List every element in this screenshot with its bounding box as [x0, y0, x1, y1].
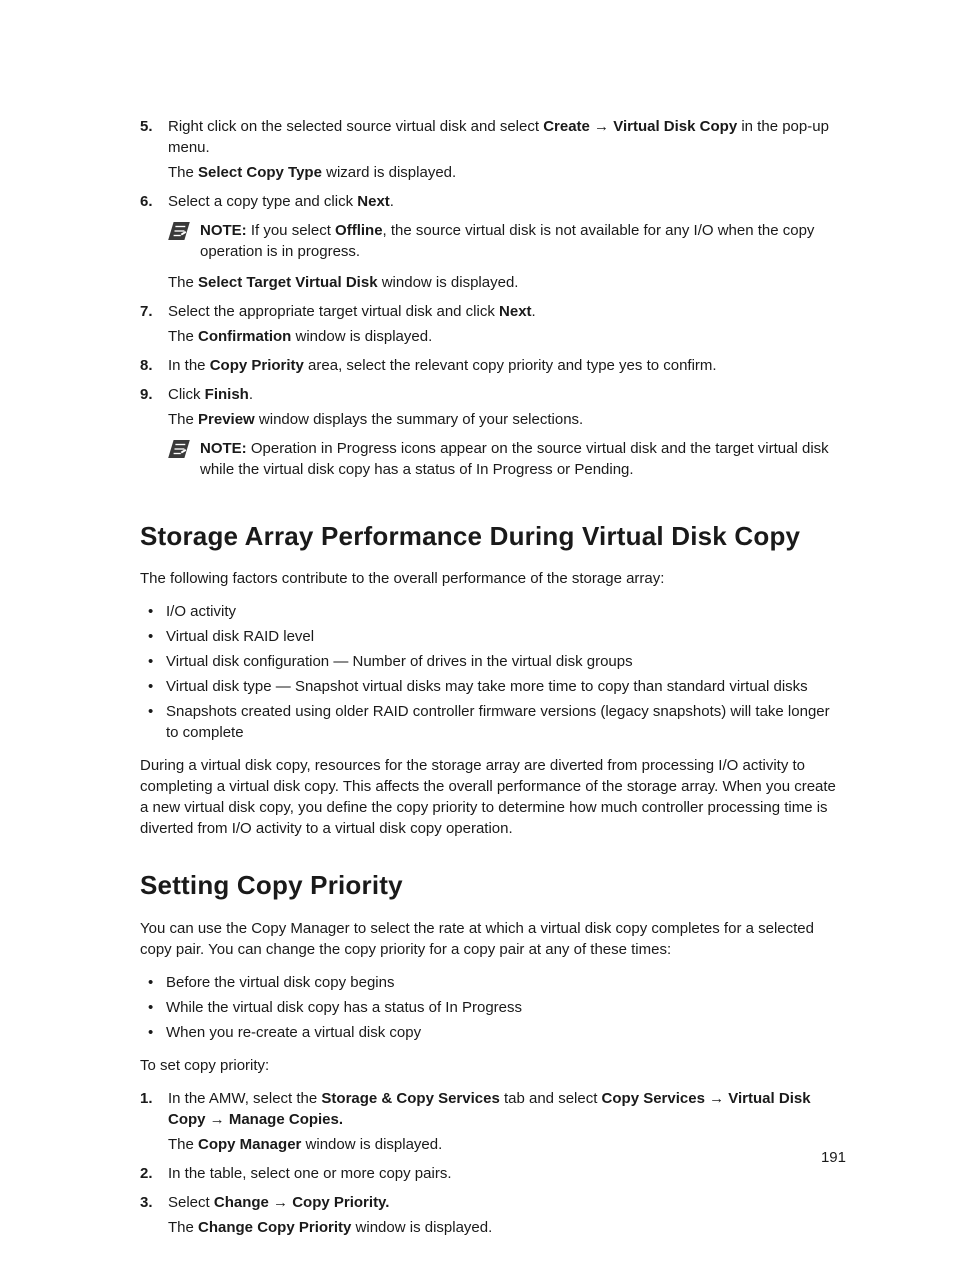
step-body: Right click on the selected source virtu…: [168, 116, 846, 187]
step-body: Select Change → Copy Priority. The Change…: [168, 1192, 846, 1242]
bullet-item: Snapshots created using older RAID contr…: [140, 701, 846, 743]
list-step: 5.Right click on the selected source vir…: [140, 116, 846, 187]
step-number: 5.: [140, 116, 168, 187]
document-page: 5.Right click on the selected source vir…: [0, 0, 954, 1268]
list-step: 9.Click Finish. The Preview window displa…: [140, 384, 846, 490]
bullet-item: While the virtual disk copy has a status…: [140, 997, 846, 1018]
step-body: In the Copy Priority area, select the re…: [168, 355, 846, 380]
step-line: The Select Copy Type wizard is displayed…: [168, 162, 846, 183]
step-number: 8.: [140, 355, 168, 380]
body-paragraph-1: During a virtual disk copy, resources fo…: [140, 755, 846, 839]
step-line: Select Change → Copy Priority.: [168, 1192, 846, 1213]
body-paragraph-2: To set copy priority:: [140, 1055, 846, 1076]
list-step: 3.Select Change → Copy Priority. The Chan…: [140, 1192, 846, 1242]
list-step: 2.In the table, select one or more copy …: [140, 1163, 846, 1188]
heading-storage-array-performance: Storage Array Performance During Virtual…: [140, 518, 846, 554]
ordered-steps-b: 1.In the AMW, select the Storage & Copy …: [140, 1088, 846, 1242]
step-line: The Change Copy Priority window is displ…: [168, 1217, 846, 1238]
step-line: Right click on the selected source virtu…: [168, 116, 846, 158]
bullet-item: Virtual disk RAID level: [140, 626, 846, 647]
step-number: 2.: [140, 1163, 168, 1188]
note-icon: [168, 440, 190, 458]
note-block: NOTE: If you select Offline, the source …: [168, 220, 846, 264]
ordered-steps-a: 5.Right click on the selected source vir…: [140, 116, 846, 490]
step-number: 6.: [140, 191, 168, 297]
intro-paragraph-1: The following factors contribute to the …: [140, 568, 846, 589]
step-line: The Confirmation window is displayed.: [168, 326, 846, 347]
intro-paragraph-2: You can use the Copy Manager to select t…: [140, 918, 846, 960]
bullet-item: Virtual disk type — Snapshot virtual dis…: [140, 676, 846, 697]
step-body: Select a copy type and click Next. NOTE: …: [168, 191, 846, 297]
bullet-item: I/O activity: [140, 601, 846, 622]
bullet-item: Before the virtual disk copy begins: [140, 972, 846, 993]
list-step: 1.In the AMW, select the Storage & Copy …: [140, 1088, 846, 1159]
step-body: Click Finish. The Preview window displays…: [168, 384, 846, 490]
step-body: In the table, select one or more copy pa…: [168, 1163, 846, 1188]
list-step: 8.In the Copy Priority area, select the …: [140, 355, 846, 380]
step-line: The Preview window displays the summary …: [168, 409, 846, 430]
note-text: NOTE: Operation in Progress icons appear…: [200, 438, 846, 482]
step-number: 7.: [140, 301, 168, 351]
step-number: 1.: [140, 1088, 168, 1159]
step-line: The Copy Manager window is displayed.: [168, 1134, 846, 1155]
step-number: 3.: [140, 1192, 168, 1242]
bullet-list-1: I/O activity Virtual disk RAID level Virtu…: [140, 601, 846, 743]
step-line: Select the appropriate target virtual di…: [168, 301, 846, 322]
note-text: NOTE: If you select Offline, the source …: [200, 220, 846, 264]
page-number: 191: [821, 1147, 846, 1168]
step-body: Select the appropriate target virtual di…: [168, 301, 846, 351]
step-line: Click Finish.: [168, 384, 846, 405]
step-line: In the AMW, select the Storage & Copy Se…: [168, 1088, 846, 1130]
step-line: The Select Target Virtual Disk window is…: [168, 272, 846, 293]
bullet-list-2: Before the virtual disk copy begins While…: [140, 972, 846, 1043]
list-step: 6.Select a copy type and click Next. NOTE…: [140, 191, 846, 297]
note-block: NOTE: Operation in Progress icons appear…: [168, 438, 846, 482]
bullet-item: When you re-create a virtual disk copy: [140, 1022, 846, 1043]
step-line: In the Copy Priority area, select the re…: [168, 355, 846, 376]
note-icon: [168, 222, 190, 240]
bullet-item: Virtual disk configuration — Number of d…: [140, 651, 846, 672]
list-step: 7.Select the appropriate target virtual …: [140, 301, 846, 351]
heading-setting-copy-priority: Setting Copy Priority: [140, 867, 846, 903]
step-body: In the AMW, select the Storage & Copy Se…: [168, 1088, 846, 1159]
step-number: 9.: [140, 384, 168, 490]
step-line: Select a copy type and click Next.: [168, 191, 846, 212]
step-line: In the table, select one or more copy pa…: [168, 1163, 846, 1184]
